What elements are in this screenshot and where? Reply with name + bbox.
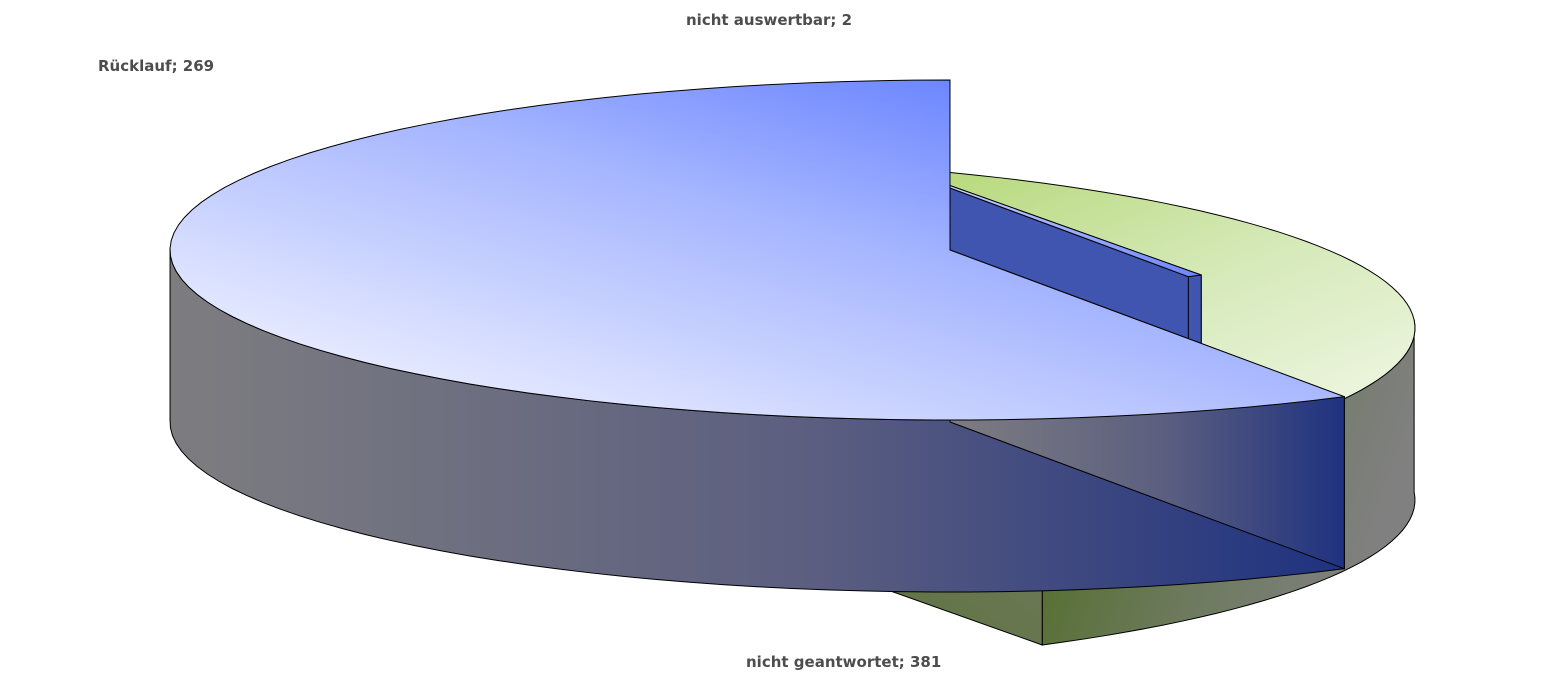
pie-slices-layer — [169, 79, 1416, 646]
slice-label-nicht-geantwortet: nicht geantwortet; 381 — [746, 653, 941, 671]
pie-slice-top-nicht-geantwortet — [169, 79, 1345, 421]
slice-label-ruecklauf: Rücklauf; 269 — [98, 57, 214, 75]
slice-label-nicht-auswertbar: nicht auswertbar; 2 — [686, 11, 852, 29]
pie-slice-nicht-geantwortet — [169, 79, 1345, 593]
